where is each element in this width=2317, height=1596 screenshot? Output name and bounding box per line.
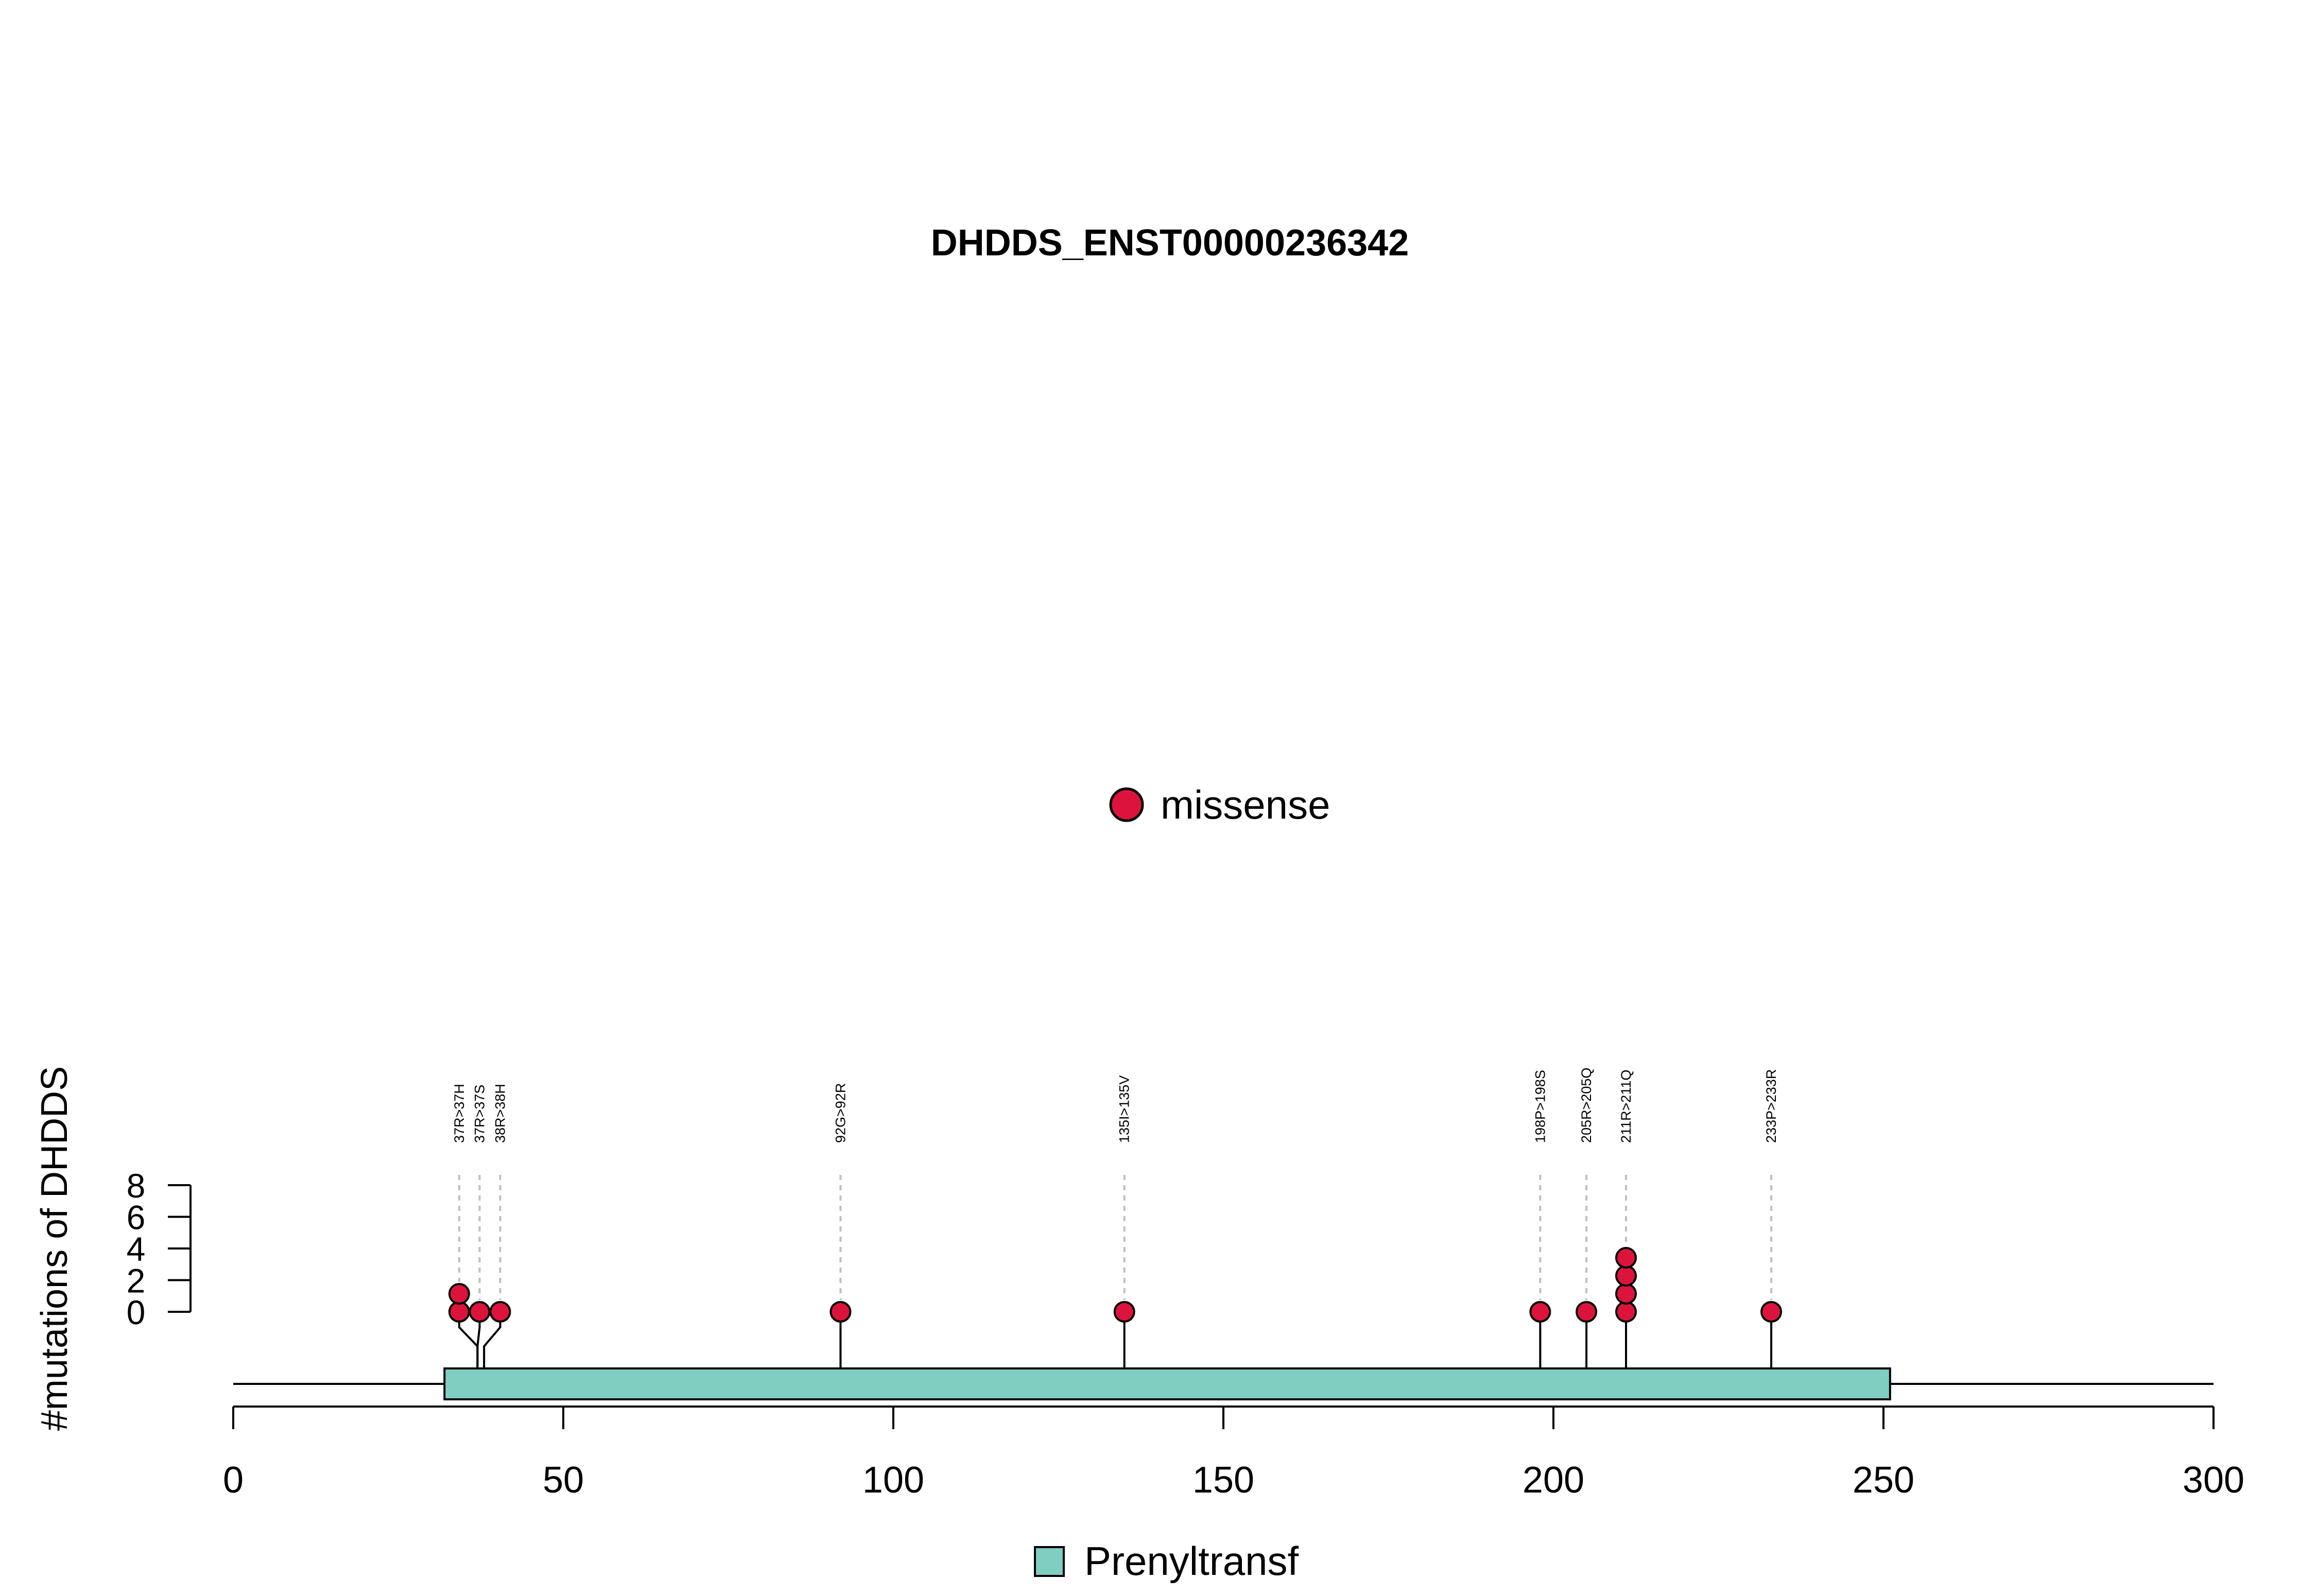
mutation-point — [448, 1301, 470, 1323]
y-tick-label: 8 — [127, 1167, 146, 1205]
domain-legend: Prenyltransf — [1034, 1538, 1299, 1584]
mutation-label: 198P>198S — [1532, 1070, 1548, 1143]
mutation-label: 92G>92R — [833, 1083, 848, 1143]
mutation-point — [1113, 1301, 1135, 1323]
mutation-label: 37R>37S — [472, 1085, 487, 1143]
chart-title: DHDDS_ENST00000236342 — [931, 222, 1409, 264]
legend-domain-label: Prenyltransf — [1084, 1538, 1299, 1584]
legend-missense-label: missense — [1161, 782, 1330, 827]
mutation-point — [1760, 1301, 1783, 1323]
mutation-label: 37R>37H — [452, 1084, 467, 1143]
mutation-point — [489, 1301, 511, 1323]
x-tick-label: 150 — [1192, 1460, 1254, 1501]
y-tick-label: 2 — [127, 1262, 146, 1300]
mutation-label: 38R>38H — [492, 1084, 508, 1143]
legend-missense-marker — [1109, 787, 1144, 822]
mutation-point — [1615, 1283, 1637, 1305]
mutation-stems — [458, 1312, 1773, 1368]
mutation-label: 205R>205Q — [1579, 1068, 1594, 1143]
mutation-point — [1615, 1247, 1637, 1269]
mutation-point — [448, 1283, 470, 1305]
mutation-point — [1529, 1301, 1551, 1323]
x-tick-label: 50 — [543, 1460, 584, 1501]
mutation-point — [1576, 1301, 1598, 1323]
domain-layer — [443, 1367, 1891, 1400]
mutation-point — [1615, 1301, 1637, 1323]
mutation-point — [829, 1301, 852, 1323]
mutation-type-legend: missense — [1109, 782, 1330, 827]
y-axis-label: #mutations of DHDDS — [34, 1066, 75, 1431]
y-tick-label: 4 — [127, 1230, 146, 1268]
x-tick-label: 0 — [223, 1460, 244, 1501]
mutation-point — [469, 1301, 491, 1323]
mutation-point — [1615, 1265, 1637, 1287]
x-tick-label: 100 — [862, 1460, 924, 1501]
mutation-label: 135I>135V — [1117, 1075, 1132, 1143]
mutation-labels: 37R>37H 37R>37S 38R>38H 92G>92R 135I>135V 198… — [452, 1068, 1779, 1143]
x-tick-label: 300 — [2183, 1460, 2244, 1501]
y-tick-label: 0 — [127, 1293, 146, 1331]
mutation-label: 233P>233R — [1763, 1069, 1779, 1143]
y-tick-label: 6 — [127, 1199, 146, 1237]
x-tick-label: 200 — [1523, 1460, 1584, 1501]
x-tick-label: 250 — [1853, 1460, 1914, 1501]
mutation-guide-lines — [458, 1175, 1773, 1300]
domain-prenyltransf — [443, 1367, 1891, 1400]
legend-domain-swatch — [1034, 1546, 1065, 1577]
mutation-label: 211R>211Q — [1618, 1070, 1634, 1143]
x-axis: 0 50 100 150 200 250 300 — [223, 1406, 2244, 1501]
mutation-points — [448, 1247, 1783, 1323]
